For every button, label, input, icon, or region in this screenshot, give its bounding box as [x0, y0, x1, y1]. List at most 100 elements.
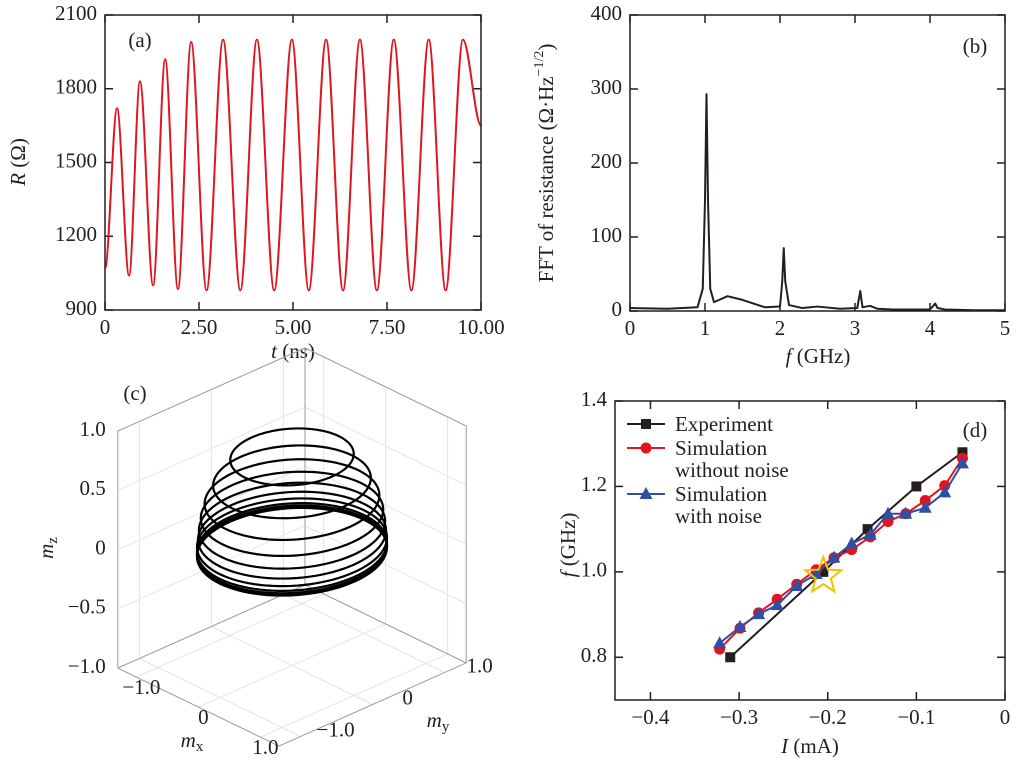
panel-label: (b) — [963, 34, 988, 58]
marker — [938, 485, 952, 498]
x-axis-label: t (ns) — [271, 339, 315, 363]
label-part: (GHz) — [791, 344, 850, 368]
marker — [713, 636, 727, 649]
y-tick-label: 100 — [591, 223, 623, 247]
label-part: (GHz) — [556, 513, 580, 572]
marker — [639, 487, 653, 499]
label-part: (mA) — [788, 734, 839, 758]
x-tick-label: 7.50 — [369, 315, 406, 339]
marker — [752, 607, 766, 620]
marker — [827, 550, 841, 563]
label-part: x — [196, 739, 204, 755]
y-axis-label: f (GHz) — [556, 513, 580, 578]
series-line — [629, 93, 1005, 312]
label-part: y — [442, 719, 450, 735]
legend-label: Simulation with noise — [675, 482, 768, 528]
marker — [640, 442, 652, 454]
x-tick-label: −0.2 — [809, 705, 847, 729]
plot-frame — [629, 14, 1006, 312]
marker — [725, 652, 736, 663]
label-part: m — [34, 544, 58, 559]
label-part: m — [427, 708, 442, 732]
grid-line — [117, 406, 467, 491]
y-tick-label: 1.0 — [466, 653, 492, 677]
x-tick-label: 0 — [625, 316, 636, 340]
marker — [918, 500, 932, 513]
marker — [919, 495, 931, 507]
x-tick-label: 5 — [1000, 316, 1011, 340]
marker — [911, 481, 922, 492]
label-part: FFT of resistance (Ω·Hz — [534, 76, 558, 282]
x-tick-label: −1.0 — [122, 675, 160, 699]
label-part: t — [271, 339, 278, 363]
z-tick-label: 0 — [95, 535, 106, 559]
plot-frame — [614, 400, 1006, 701]
z-tick-label: 0.5 — [80, 476, 106, 500]
trajectory-ring — [212, 444, 372, 520]
legend-label: Experiment — [675, 412, 773, 436]
marker — [863, 527, 877, 540]
y-axis-label: R (Ω) — [6, 138, 30, 187]
legend-swatch — [627, 419, 665, 429]
y-tick-label: 2100 — [55, 1, 97, 25]
legend: Experiment Simulation without noise Simula… — [625, 413, 789, 529]
x-tick-label: 5.00 — [275, 315, 312, 339]
z-axis-label: mz — [34, 537, 62, 559]
trajectory-ring — [197, 481, 387, 570]
label-part: R — [6, 173, 30, 187]
marker — [770, 598, 784, 611]
label-part: −1/2 — [532, 51, 547, 77]
x-axis-label: mx — [181, 728, 204, 756]
y-axis-label: my — [427, 708, 450, 736]
marker — [957, 447, 968, 458]
y-tick-label: 1500 — [55, 148, 97, 172]
x-tick-label: −0.3 — [720, 705, 758, 729]
legend-swatch — [627, 487, 665, 499]
x-tick-label: −0.1 — [897, 705, 935, 729]
label-part: (Ω) — [6, 138, 30, 173]
y-tick-label: 1200 — [55, 222, 97, 246]
series-line — [104, 38, 482, 292]
marker — [790, 578, 804, 591]
marker — [845, 536, 859, 549]
x-axis-label: f (GHz) — [786, 344, 851, 368]
label-part: ) — [534, 44, 558, 51]
label-part: f — [556, 568, 580, 577]
y-axis-label: FFT of resistance (Ω·Hz−1/2) — [532, 44, 558, 283]
marker — [899, 506, 913, 519]
y-tick-label: 200 — [591, 149, 623, 173]
y-tick-label: 1.4 — [581, 387, 608, 411]
grid-line — [117, 584, 467, 669]
y-tick-label: 0 — [402, 685, 413, 709]
x-tick-label: 2 — [775, 316, 786, 340]
marker — [733, 619, 747, 632]
y-tick-label: −1.0 — [317, 717, 355, 741]
legend-swatch — [627, 442, 665, 454]
legend-entry: Experiment — [625, 413, 789, 435]
y-tick-label: 1.0 — [581, 558, 607, 582]
marker — [862, 524, 873, 535]
x-tick-label: 0 — [100, 315, 111, 339]
z-tick-label: −0.5 — [68, 595, 106, 619]
label-part: f — [786, 344, 795, 368]
trajectory-ring — [195, 506, 389, 597]
label-part: m — [181, 728, 196, 752]
plot-frame — [104, 14, 482, 311]
y-tick-label: 0.8 — [581, 643, 607, 667]
y-tick-label: 900 — [66, 296, 98, 320]
x-tick-label: 1 — [700, 316, 711, 340]
x-tick-label: 3 — [850, 316, 861, 340]
marker — [955, 456, 969, 469]
x-tick-label: 4 — [925, 316, 936, 340]
label-part: z — [45, 537, 61, 544]
trajectory-ring — [203, 458, 381, 542]
y-tick-label: 300 — [591, 75, 623, 99]
trajectory-ring — [229, 427, 355, 487]
marker — [641, 419, 651, 429]
x-tick-label: 2.50 — [181, 315, 218, 339]
legend-entry: Simulation with noise — [625, 483, 789, 527]
panel-label: (a) — [128, 28, 151, 52]
x-tick-label: 0 — [198, 705, 209, 729]
highlight-star — [802, 554, 845, 594]
